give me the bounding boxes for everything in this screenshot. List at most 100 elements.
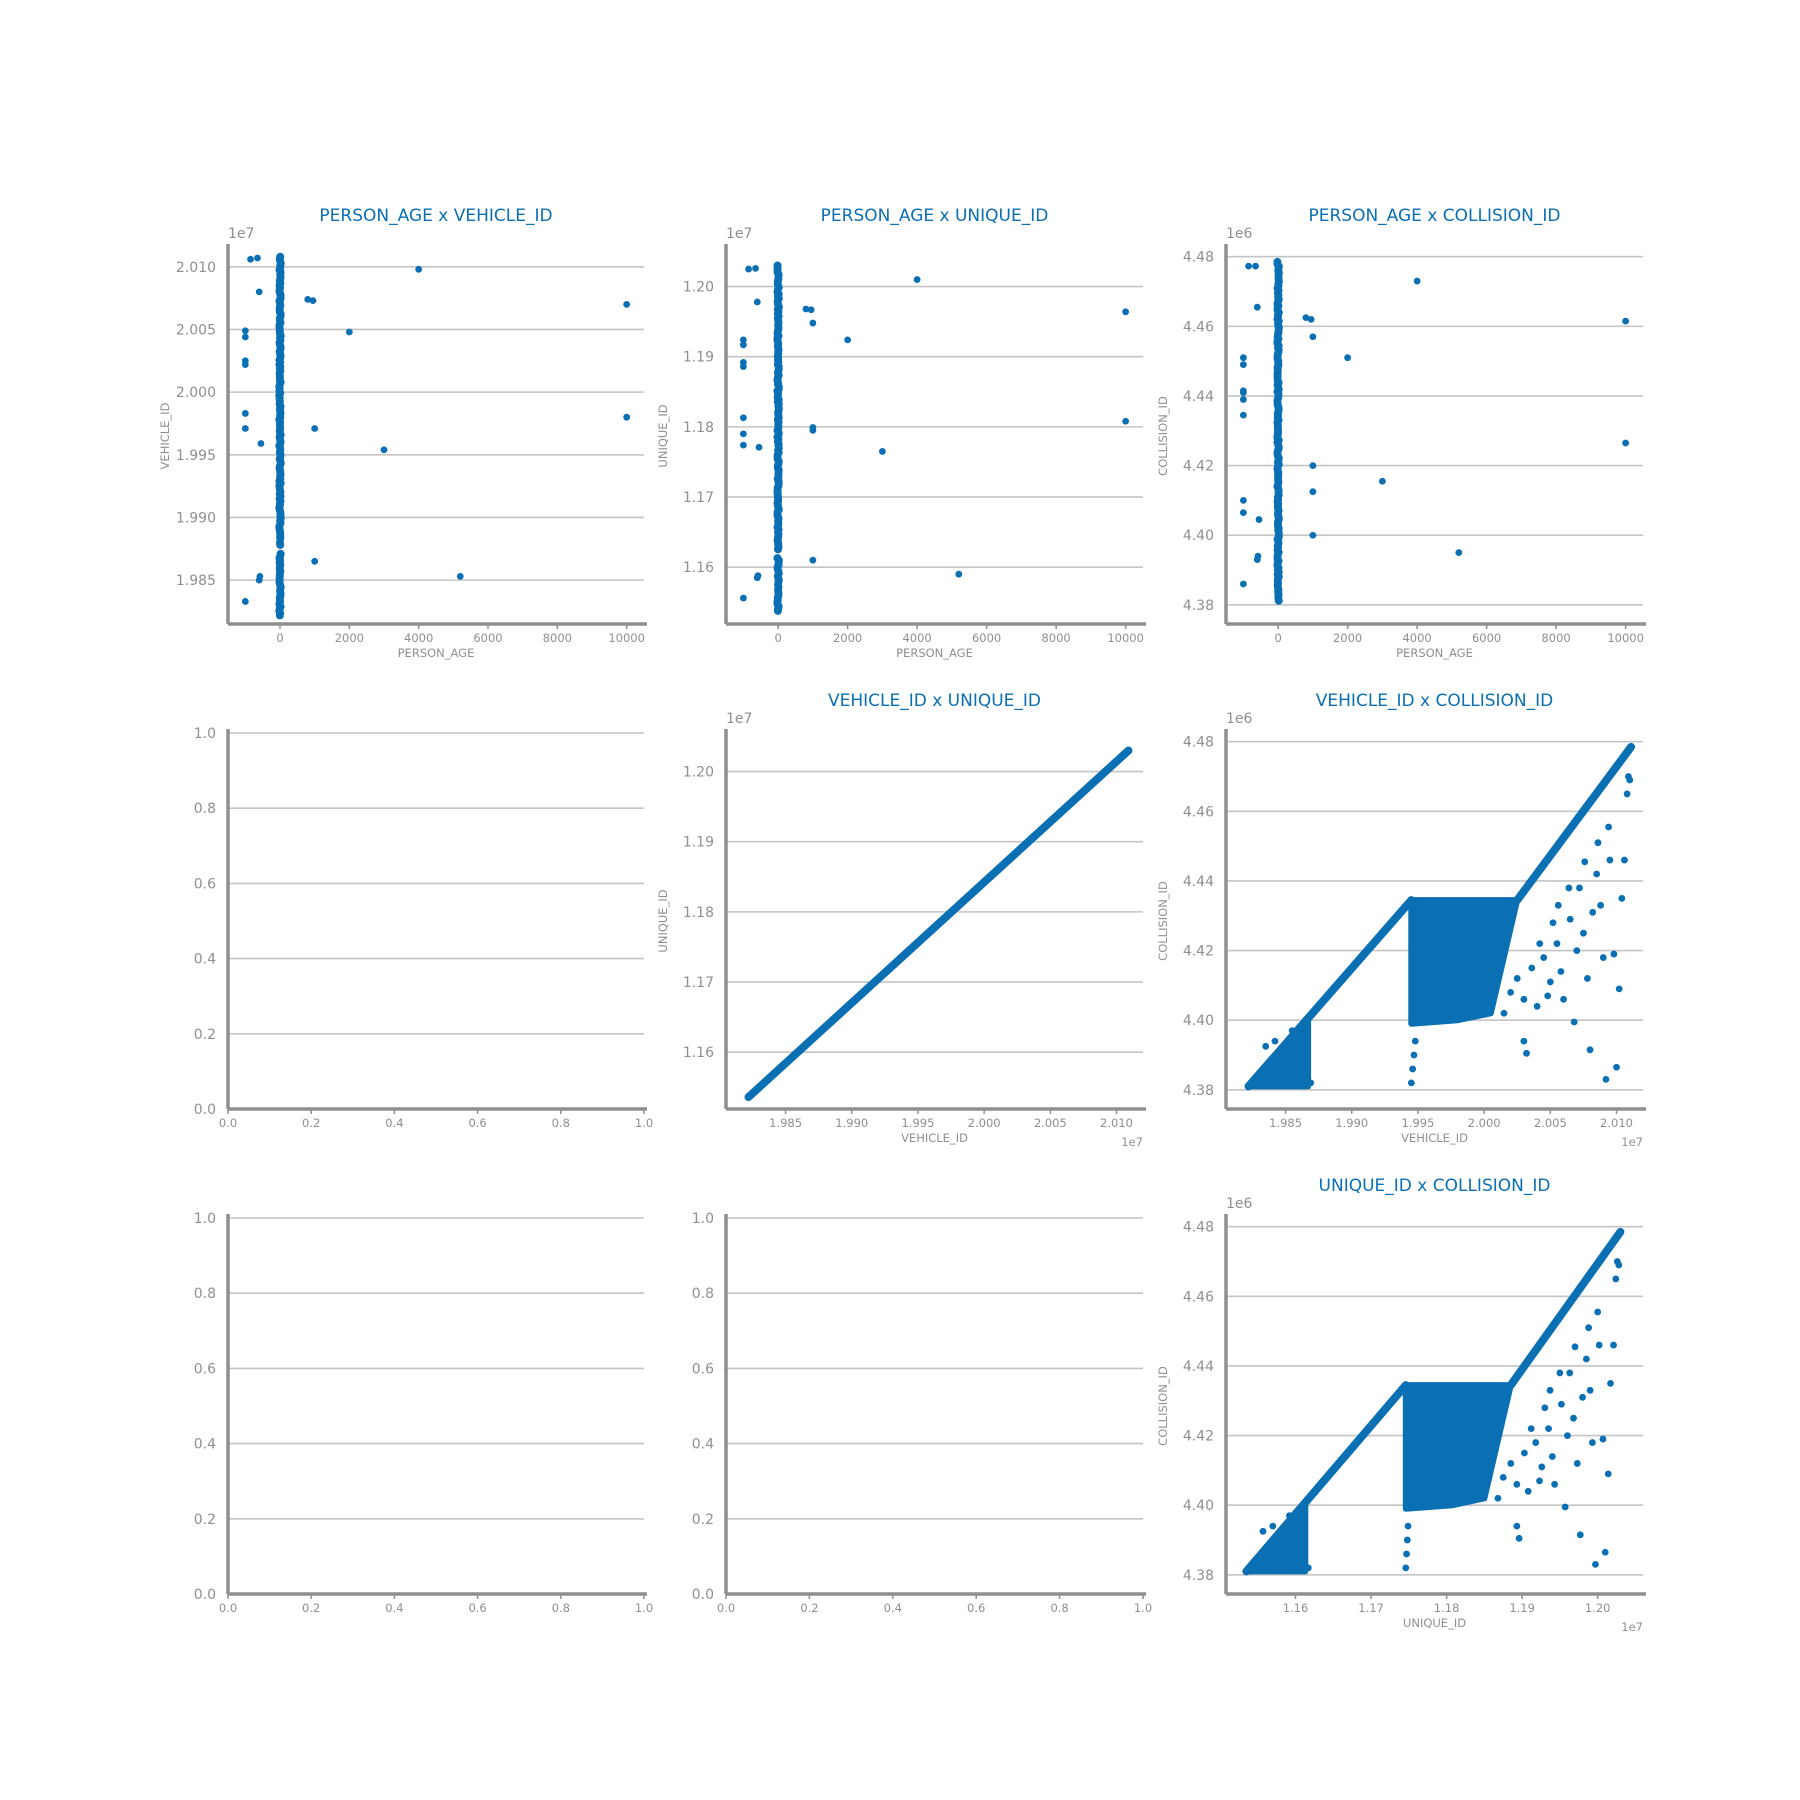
data-point <box>878 448 886 455</box>
data-point <box>1239 396 1247 403</box>
y-tick-label: 0.4 <box>692 1437 714 1453</box>
y-tick-label: 1.19 <box>683 835 714 851</box>
x-tick-label: 1.0 <box>1134 1601 1152 1615</box>
data-point <box>254 254 261 262</box>
data-point <box>456 572 464 580</box>
y-offset-label: 1e7 <box>228 226 254 242</box>
data-point <box>1588 1439 1596 1446</box>
y-offset-label: 1e7 <box>726 226 752 242</box>
data-point <box>1245 262 1252 270</box>
data-point <box>1520 995 1528 1003</box>
y-tick-label: 4.38 <box>1183 1568 1214 1584</box>
chart-title: PERSON_AGE x VEHICLE_ID <box>319 206 552 226</box>
y-tick-label: 2.005 <box>176 322 216 338</box>
data-point <box>255 288 263 296</box>
data-point <box>241 598 249 605</box>
y-tick-label: 4.38 <box>1183 598 1214 614</box>
y-tick-label: 4.46 <box>1183 1289 1214 1305</box>
data-point <box>739 414 747 422</box>
x-tick-label: 1.995 <box>1401 1116 1434 1130</box>
data-point <box>1507 988 1515 996</box>
x-axis-label: VEHICLE_ID <box>1401 1131 1468 1145</box>
data-point <box>1239 580 1247 588</box>
data-point <box>1540 954 1548 961</box>
x-tick-label: 0.4 <box>385 1601 403 1615</box>
chart-title: PERSON_AGE x UNIQUE_ID <box>821 206 1049 226</box>
x-tick-label: 2.005 <box>1034 1116 1067 1130</box>
y-tick-label: 4.46 <box>1183 804 1214 820</box>
y-tick-label: 4.48 <box>1183 250 1214 266</box>
y-tick-label: 0.0 <box>194 1102 216 1118</box>
x-tick-label: 1.0 <box>635 1116 653 1130</box>
x-tick-label: 0.6 <box>468 1116 486 1130</box>
y-tick-label: 0.6 <box>194 876 216 892</box>
chart-panel-vid-cid: 4.38 4.40 4.42 4.44 4.46 4.48 1.985 1.990 1.995 2… <box>1156 691 1646 1149</box>
x-tick-label: 10000 <box>1107 631 1144 645</box>
chart-title: PERSON_AGE x COLLISION_ID <box>1308 206 1560 226</box>
chart-panel-vid-uid: 1.16 1.17 1.18 1.19 1.20 1.985 1.990 1.995 2.000… <box>656 691 1146 1149</box>
data-point <box>1254 552 1262 560</box>
y-tick-label: 1.18 <box>683 905 714 921</box>
data-point <box>1584 975 1591 982</box>
data-point <box>1403 1550 1410 1558</box>
data-point <box>1304 1564 1312 1572</box>
data-point <box>1554 901 1562 909</box>
data-point <box>1528 964 1536 972</box>
y-tick-label: 2.010 <box>176 260 216 276</box>
data-point <box>1410 1051 1418 1059</box>
data-point <box>1586 1046 1594 1054</box>
x-tick-label: 0.2 <box>302 1116 320 1130</box>
y-tick-label: 1.16 <box>683 560 714 576</box>
data-point <box>739 336 747 344</box>
data-point <box>1520 1449 1528 1457</box>
data-point-cluster <box>1408 897 1521 1027</box>
x-tick-label: 1.990 <box>1335 1116 1368 1130</box>
data-trend-band <box>1506 1227 1625 1390</box>
data-point <box>241 410 249 417</box>
data-point <box>1295 1058 1303 1066</box>
data-point <box>1252 262 1259 270</box>
data-point <box>809 424 817 431</box>
data-point <box>1239 354 1247 362</box>
data-point <box>1524 1487 1532 1495</box>
data-point <box>739 441 747 449</box>
data-point <box>1513 1480 1521 1488</box>
y-tick-label: 1.0 <box>194 726 216 742</box>
y-tick-label: 1.18 <box>683 420 714 436</box>
y-tick-label: 4.40 <box>1183 1498 1214 1514</box>
data-point <box>257 440 265 447</box>
y-axis-label: COLLISION_ID <box>1156 1366 1170 1446</box>
data-point <box>1259 1527 1267 1535</box>
data-point <box>623 413 631 421</box>
y-tick-label: 1.16 <box>683 1045 714 1061</box>
data-point <box>241 333 249 341</box>
y-tick-label: 4.48 <box>1183 735 1214 751</box>
data-point <box>809 556 817 564</box>
y-tick-label: 2.000 <box>176 385 216 401</box>
y-tick-label: 0.8 <box>194 801 216 817</box>
x-tick-label: 1.990 <box>835 1116 868 1130</box>
data-point <box>1585 1324 1593 1332</box>
data-point <box>809 319 817 327</box>
data-point <box>1307 315 1315 323</box>
data-point <box>1546 1386 1554 1394</box>
chart-panel-pa-cid: 4.38 4.40 4.42 4.44 4.46 4.48 0 2000 4000 6000 800… <box>1156 206 1646 660</box>
y-tick-label: 0.8 <box>692 1286 714 1302</box>
y-tick-label: 0.6 <box>194 1361 216 1377</box>
x-tick-label: 4000 <box>1402 631 1431 645</box>
x-tick-label: 1.19 <box>1509 1601 1535 1615</box>
data-point <box>1282 1044 1289 1052</box>
data-point <box>1533 1002 1541 1010</box>
data-point <box>1541 1404 1549 1412</box>
data-point <box>739 358 747 366</box>
data-point <box>1239 361 1247 369</box>
data-point <box>1566 915 1574 923</box>
x-tick-label: 1.985 <box>769 1116 802 1130</box>
data-point <box>1551 1480 1559 1488</box>
data-point <box>1560 995 1567 1003</box>
scatter-points <box>241 252 631 620</box>
data-point <box>1545 1425 1552 1433</box>
data-point <box>1409 1065 1417 1073</box>
y-offset-label: 1e6 <box>1226 226 1253 242</box>
y-tick-label: 4.44 <box>1183 874 1214 890</box>
